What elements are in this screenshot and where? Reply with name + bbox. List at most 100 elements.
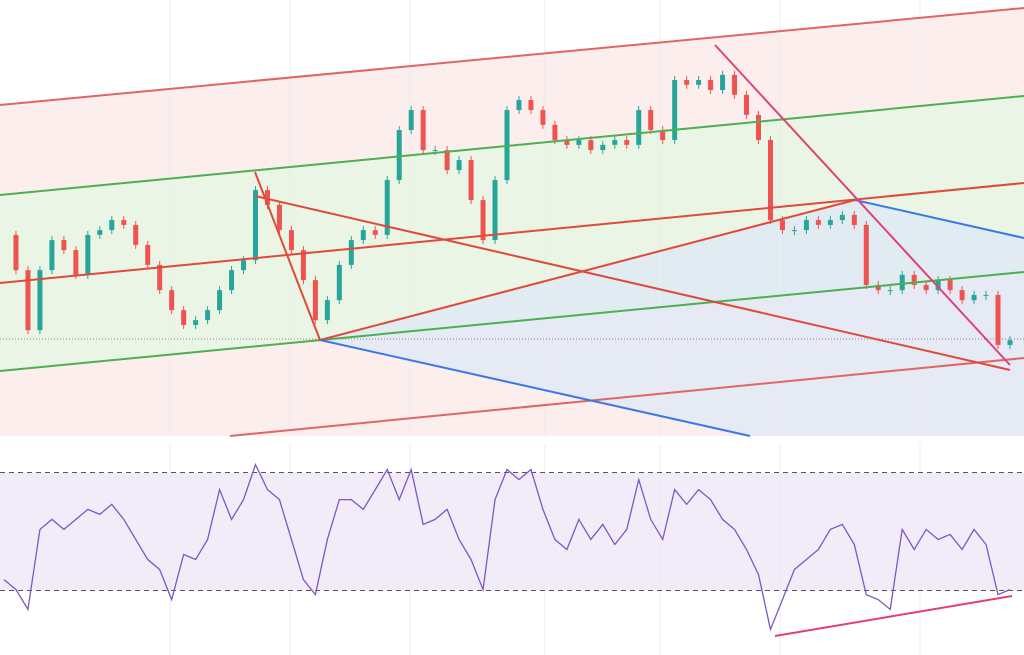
candle <box>169 290 175 311</box>
candle <box>767 140 773 221</box>
candle <box>181 310 187 325</box>
channel-line <box>0 271 1024 372</box>
candle <box>648 110 654 131</box>
candle <box>276 204 282 231</box>
candle <box>959 290 965 301</box>
candle <box>312 280 318 321</box>
candle <box>336 264 342 301</box>
candle <box>241 260 247 271</box>
candle <box>37 270 43 331</box>
candle <box>600 144 606 151</box>
candle <box>456 160 462 171</box>
rsi-band <box>0 472 1024 591</box>
candle <box>205 310 211 321</box>
candle <box>576 140 582 145</box>
candle <box>779 220 785 231</box>
candle <box>983 294 989 296</box>
candle <box>815 220 821 225</box>
candle <box>408 110 414 131</box>
channel-line <box>0 95 1024 196</box>
candle <box>791 230 797 232</box>
candle <box>229 270 235 291</box>
candle <box>672 80 678 141</box>
candle <box>384 180 390 235</box>
candle <box>193 320 199 325</box>
candle <box>612 140 618 145</box>
fork-line <box>319 339 751 437</box>
candle <box>564 140 570 145</box>
candle <box>875 284 881 291</box>
candle <box>396 130 402 181</box>
candle <box>288 230 294 251</box>
candle <box>348 240 354 265</box>
candle <box>97 230 103 235</box>
candle <box>540 110 546 125</box>
candle <box>444 150 450 171</box>
candle <box>13 234 19 271</box>
candle <box>217 290 223 311</box>
candle <box>636 110 642 145</box>
candle <box>85 234 91 275</box>
candle <box>528 100 534 111</box>
candle <box>971 294 977 301</box>
pane-separator <box>0 437 1024 443</box>
candle <box>839 214 845 221</box>
candle <box>49 240 55 271</box>
trend-line <box>774 595 1013 637</box>
candle <box>157 264 163 291</box>
candle <box>899 274 905 291</box>
candle <box>660 130 666 141</box>
candle <box>1007 340 1013 345</box>
candle <box>480 200 486 241</box>
candle <box>708 80 714 91</box>
candle <box>121 220 127 225</box>
candle <box>744 94 750 115</box>
candle <box>432 150 438 152</box>
drawings <box>0 7 1024 637</box>
trend-line <box>714 44 1011 366</box>
candle <box>995 294 1001 345</box>
candle <box>696 80 702 85</box>
candle <box>372 230 378 235</box>
candle <box>552 124 558 141</box>
channel-line <box>0 7 1024 106</box>
candle <box>624 140 630 145</box>
candle <box>720 74 726 91</box>
candle <box>803 220 809 231</box>
candle <box>324 300 330 321</box>
candle <box>516 100 522 111</box>
candle <box>145 244 151 265</box>
candle <box>911 274 917 285</box>
candle <box>935 280 941 291</box>
channel-line <box>229 357 1024 437</box>
marks <box>0 70 1024 632</box>
candle <box>25 270 31 331</box>
candle <box>851 214 857 225</box>
rsi-line <box>3 462 1011 632</box>
candle <box>887 290 893 292</box>
candle <box>133 224 139 245</box>
candle <box>61 240 67 251</box>
fork-line <box>854 199 1024 239</box>
candle <box>947 280 953 291</box>
candle <box>684 80 690 85</box>
fork-fill <box>320 200 1024 436</box>
candle <box>109 220 115 231</box>
candle <box>923 284 929 291</box>
fork-line <box>254 195 1011 371</box>
candle <box>264 190 270 205</box>
candle <box>300 250 306 281</box>
candle <box>492 180 498 241</box>
candle <box>420 110 426 151</box>
candle <box>360 230 366 241</box>
candle <box>468 160 474 201</box>
candle <box>73 250 79 275</box>
candle <box>732 74 738 95</box>
candle <box>588 140 594 151</box>
candle <box>253 190 258 261</box>
candle <box>827 220 833 225</box>
candle <box>756 114 761 141</box>
candle <box>863 224 869 285</box>
